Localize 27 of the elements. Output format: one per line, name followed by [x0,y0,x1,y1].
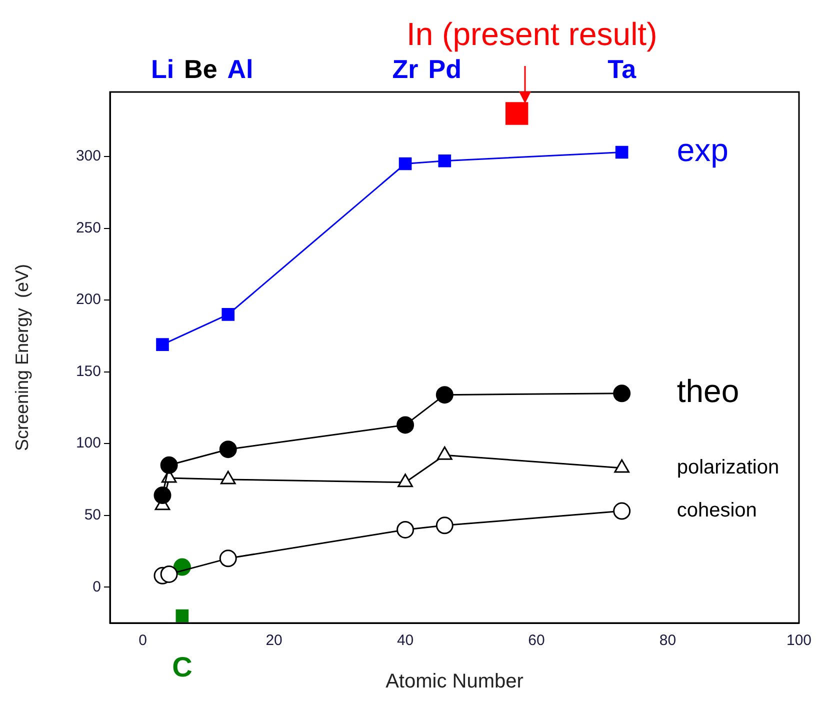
x-tick-label: 0 [138,632,147,650]
y-tick-label: 200 [76,291,101,308]
text: Zr [392,54,418,84]
x-tick-label: 100 [786,632,812,650]
series-label: exp [676,132,728,168]
text: Be [184,54,218,84]
series-label: theo [676,373,740,410]
y-tick-label: 0 [92,578,101,596]
y-axis-title: Screening Energy (eV) [12,264,32,452]
text: In (present result) [406,16,658,52]
x-tick-label: 20 [266,632,282,650]
x-tick-label: 80 [659,632,676,650]
y-tick-label: 100 [76,434,101,452]
y-tick-label: 150 [76,362,101,380]
text: Ta [608,54,637,84]
y-tick-label: 250 [76,219,101,236]
x-tick-label: 60 [528,632,545,650]
text: Pd [428,54,462,84]
y-tick-label: 300 [76,148,101,165]
series-label: C [172,652,192,683]
text: polarization [676,456,780,479]
text: cohesion [676,500,757,522]
text: Al [227,54,254,84]
x-tick-label: 40 [396,632,414,650]
y-tick-label: 50 [84,506,101,524]
x-axis-title: Atomic Number [386,670,524,693]
text: Li [150,54,174,84]
